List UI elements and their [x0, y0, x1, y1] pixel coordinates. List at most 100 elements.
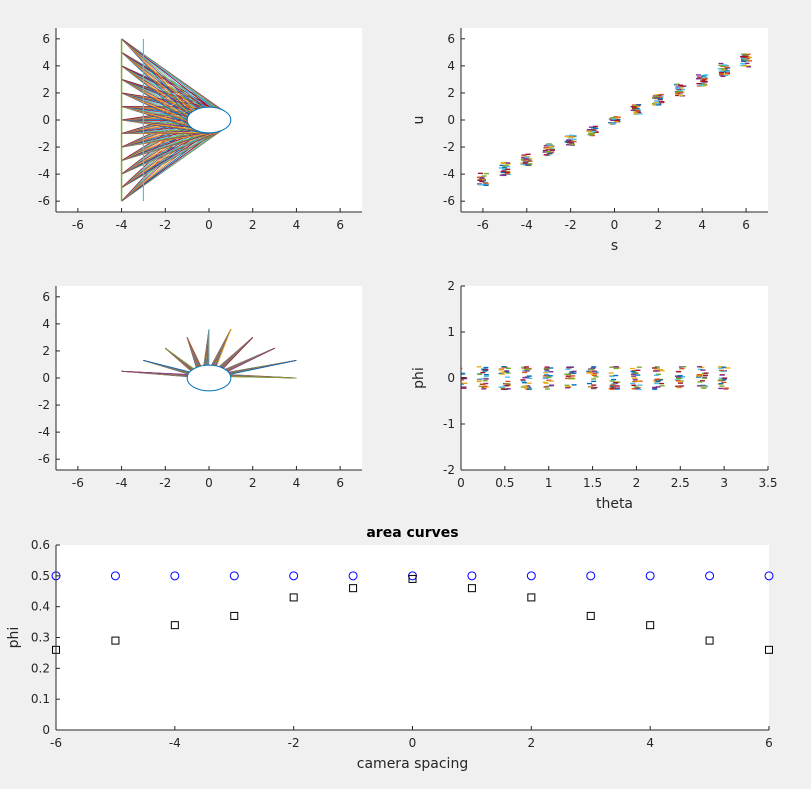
y-tick-label: 6	[42, 290, 50, 304]
x-tick-label: 6	[765, 736, 773, 750]
y-tick-label: 0.5	[31, 569, 50, 583]
ray	[186, 337, 204, 371]
plot-area	[120, 38, 232, 202]
data-point-circle	[705, 571, 715, 581]
x-tick-label: 2.5	[671, 476, 690, 490]
y-tick-label: -4	[38, 425, 50, 439]
x-tick-label: 6	[336, 218, 344, 232]
axes-background	[461, 286, 768, 470]
data-point-square	[170, 621, 179, 630]
x-tick-label: 0	[409, 736, 417, 750]
x-tick-label: -2	[159, 218, 171, 232]
data-point-circle	[526, 571, 536, 581]
x-tick-label: 1	[545, 476, 553, 490]
plot-area	[461, 365, 731, 391]
x-tick-label: 3	[720, 476, 728, 490]
data-point-circle	[110, 571, 120, 581]
x-tick-label: 0	[205, 476, 213, 490]
y-tick-label: 2	[42, 86, 50, 100]
x-tick-label: -2	[159, 476, 171, 490]
x-axis-label: camera spacing	[357, 756, 468, 772]
x-axis-label: theta	[596, 496, 633, 512]
data-point-square	[646, 621, 655, 630]
y-tick-label: 6	[42, 32, 50, 46]
y-tick-label: 6	[447, 32, 455, 46]
object-ellipse	[186, 364, 232, 392]
plot-p1: -6 -4 -2 0 2 4 6 -6 -4 -2 0 2 4 6	[38, 28, 362, 232]
x-tick-label: 0	[611, 218, 619, 232]
plot-p3: -6 -4 -2 0 2 4 6 -6 -4 -2 0 2 4 6	[38, 286, 362, 490]
y-tick-label: 4	[42, 317, 50, 331]
y-tick-label: 2	[447, 279, 455, 293]
x-tick-label: -6	[50, 736, 62, 750]
x-tick-label: 4	[293, 218, 301, 232]
x-tick-label: 0	[205, 218, 213, 232]
y-tick-label: -2	[443, 140, 455, 154]
y-tick-label: 4	[447, 59, 455, 73]
x-tick-label: 0	[457, 476, 465, 490]
data-point-circle	[586, 571, 596, 581]
x-tick-label: -6	[72, 476, 84, 490]
y-tick-label: -6	[38, 452, 50, 466]
ray	[121, 38, 214, 108]
plot-area	[476, 53, 752, 186]
data-point-square	[111, 636, 120, 645]
data-point-square	[705, 636, 714, 645]
x-axis-label: s	[611, 238, 618, 254]
x-tick-label: 0.5	[495, 476, 514, 490]
data-point-square	[349, 584, 358, 593]
data-point-circle	[170, 571, 180, 581]
x-tick-label: -4	[169, 736, 181, 750]
ray	[214, 329, 232, 371]
x-tick-label: -2	[565, 218, 577, 232]
ray	[220, 337, 254, 372]
y-tick-label: 0	[447, 113, 455, 127]
y-tick-label: -2	[38, 140, 50, 154]
chart-title: area curves	[366, 525, 458, 541]
x-tick-label: 2	[249, 218, 257, 232]
y-tick-label: 0.3	[31, 631, 50, 645]
data-point-circle	[467, 571, 477, 581]
x-tick-label: -6	[72, 218, 84, 232]
data-point-circle	[289, 571, 299, 581]
data-point-square	[586, 611, 595, 620]
ray	[165, 347, 198, 372]
x-tick-label: 3.5	[758, 476, 777, 490]
data-point-square	[408, 574, 417, 583]
ray	[143, 360, 193, 374]
y-tick-label: -4	[38, 167, 50, 181]
x-tick-label: 2	[249, 476, 257, 490]
y-tick-label: 0.2	[31, 661, 50, 675]
x-tick-label: 1.5	[583, 476, 602, 490]
ray	[230, 376, 297, 379]
ray	[121, 52, 210, 107]
y-tick-label: 0	[42, 113, 50, 127]
y-tick-label: -2	[443, 463, 455, 477]
data-point-square	[230, 611, 239, 620]
y-tick-label: -2	[38, 398, 50, 412]
y-axis-label: phi	[411, 367, 427, 389]
ray	[121, 370, 190, 375]
x-tick-label: -6	[477, 218, 489, 232]
y-tick-label: 2	[447, 86, 455, 100]
y-tick-label: 0	[42, 371, 50, 385]
x-tick-label: 2	[655, 218, 663, 232]
y-tick-label: 0.6	[31, 538, 50, 552]
y-tick-label: 0.1	[31, 692, 50, 706]
x-tick-label: 2	[633, 476, 641, 490]
x-tick-label: 4	[646, 736, 654, 750]
plot-p2: -6 -4 -2 0 2 4 6 -6 -4 -2 0 2 4 6 s u	[411, 28, 768, 254]
y-tick-label: -4	[443, 167, 455, 181]
object-ellipse	[186, 106, 232, 134]
y-tick-label: -1	[443, 417, 455, 431]
x-tick-label: 6	[336, 476, 344, 490]
y-axis-label: phi	[6, 627, 22, 649]
data-point-square	[289, 593, 298, 602]
x-tick-label: 4	[293, 476, 301, 490]
ray	[225, 347, 275, 373]
ray	[121, 38, 210, 107]
x-tick-label: -4	[521, 218, 533, 232]
y-tick-label: 2	[42, 344, 50, 358]
data-point-square	[527, 593, 536, 602]
